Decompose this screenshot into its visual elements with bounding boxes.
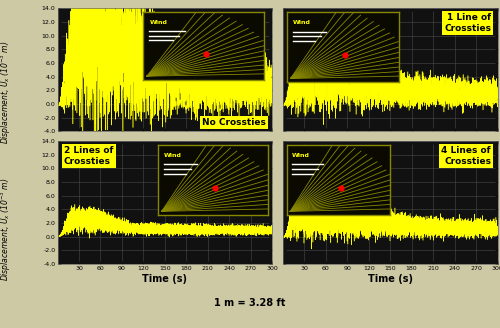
X-axis label: Time (s): Time (s) — [142, 274, 188, 284]
Text: Displacement, $U_x$ (10$^{-3}$ m): Displacement, $U_x$ (10$^{-3}$ m) — [0, 40, 13, 144]
Text: 2 Lines of
Crossties: 2 Lines of Crossties — [64, 146, 114, 166]
Text: No Crossties: No Crossties — [202, 118, 266, 127]
Text: Displacement, $U_x$ (10$^{-3}$ m): Displacement, $U_x$ (10$^{-3}$ m) — [0, 178, 13, 281]
Text: 1 Line of
Crossties: 1 Line of Crossties — [444, 13, 491, 33]
X-axis label: Time (s): Time (s) — [368, 274, 412, 284]
Text: 4 Lines of
Crossties: 4 Lines of Crossties — [442, 146, 491, 166]
Text: 1 m = 3.28 ft: 1 m = 3.28 ft — [214, 298, 286, 308]
